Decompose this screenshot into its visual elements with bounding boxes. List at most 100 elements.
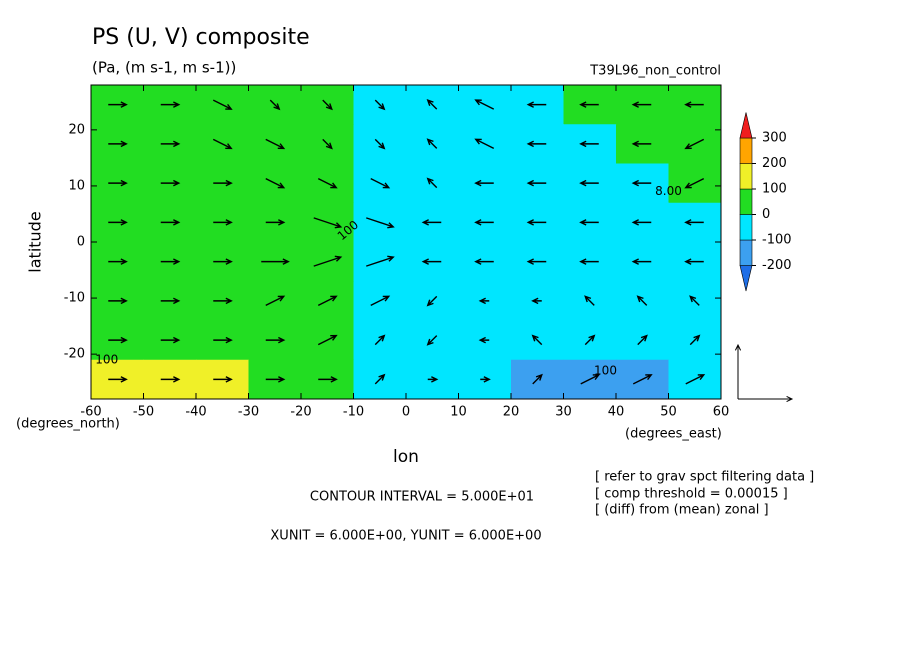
wind-vector [684,177,705,189]
y-tick-label: 20 [68,122,85,137]
wind-vector [366,255,395,267]
wind-vector [160,219,181,226]
wind-vector [480,376,491,383]
wind-vector [637,334,648,346]
colorbar-swatch [739,112,753,139]
wind-vector [317,177,338,189]
wind-vector [584,334,596,346]
wind-vector [689,334,701,346]
x-tick-label: 50 [660,405,677,420]
wind-vector [632,374,653,385]
wind-vector [631,101,652,108]
colorbar-label: 300 [762,131,787,146]
wind-vector [160,297,181,305]
wind-vector [478,297,490,305]
wind-vector [631,179,652,187]
wind-vector [313,255,343,267]
wind-vector [160,140,181,148]
chart-title: PS (U, V) composite [92,25,310,50]
wind-vector [318,376,338,383]
x-tick-label: 10 [450,405,467,420]
y-tick-label: 0 [77,235,85,250]
wind-vector [370,295,391,307]
x-tick-label: -20 [290,405,311,420]
wind-vector [580,374,601,385]
colorbar-swatch [739,239,753,266]
wind-vector [531,297,542,305]
unit-text: XUNIT = 6.000E+00, YUNIT = 6.000E+00 [270,529,541,544]
colorbar-label: -100 [762,233,792,248]
wind-vector [108,140,128,148]
wind-vector [684,101,704,108]
wind-vector [212,138,233,150]
wind-vector [374,99,386,111]
wind-vector [426,335,438,346]
wind-vector [374,334,386,346]
y-axis-label: latitude [26,211,45,272]
wind-vector [421,219,442,226]
wind-vector [108,297,128,305]
contour-label: 100 [594,363,617,377]
wind-vector [108,258,128,265]
wind-vector [584,295,595,306]
wind-vector [265,295,286,307]
x-tick-label: 40 [608,405,625,420]
wind-vector [579,179,599,187]
wind-vector [160,179,181,187]
x-axis-label: lon [393,447,419,467]
reference-vector [734,343,742,399]
run-label: T39L96_non_control [589,64,721,79]
wind-vector [426,295,438,307]
x-tick-label: -60 [80,405,101,420]
wind-vector [160,336,181,344]
y-tick-label: 10 [68,178,85,193]
wind-vector [526,219,547,226]
colorbar-label: 0 [762,207,770,222]
x-tick-label: -50 [133,405,154,420]
note: [ refer to grav spct filtering data ] [595,470,814,485]
wind-vector [526,140,547,148]
wind-vector [370,177,391,189]
wind-vector [261,258,290,265]
wind-vector [478,336,490,344]
colorbar-label: 200 [762,156,787,171]
contour-label: 8.00 [655,184,682,198]
colorbar-label: 100 [762,182,787,197]
wind-vector [474,179,494,187]
wind-vector [474,219,494,226]
x-tick-label: 0 [402,405,410,420]
reference-vector [738,395,794,403]
wind-vector [636,295,648,306]
wind-vector [579,219,599,226]
wind-vector [474,138,495,150]
wind-vector [265,177,286,189]
note: [ (diff) from (mean) zonal ] [595,503,769,518]
wind-vector [366,217,395,229]
wind-vector [265,138,286,150]
x-tick-label: -30 [238,405,259,420]
y-tick-label: -10 [64,291,85,306]
wind-vector [313,217,343,229]
x-tick-label: -10 [343,405,364,420]
wind-vector [631,258,652,265]
colorbar-swatch [739,265,753,292]
wind-vector [526,179,547,187]
wind-vector [684,138,705,150]
y-tick-label: -20 [64,347,85,362]
wind-vector [265,336,286,344]
wind-vector [160,376,181,383]
x-tick-label: 60 [713,405,730,420]
wind-vector [684,258,704,265]
wind-vector [108,101,128,108]
wind-vector [426,98,438,110]
x-unit-label: (degrees_east) [625,427,722,442]
colorbar-swatch [739,188,753,215]
wind-vector [213,219,233,226]
wind-vector [265,219,286,226]
y-unit-label: (degrees_north) [16,417,120,432]
x-tick-label: -40 [185,405,206,420]
colorbar-label: -200 [762,258,792,273]
wind-vector [579,140,599,148]
contour-interval: CONTOUR INTERVAL = 5.000E+01 [310,490,534,505]
